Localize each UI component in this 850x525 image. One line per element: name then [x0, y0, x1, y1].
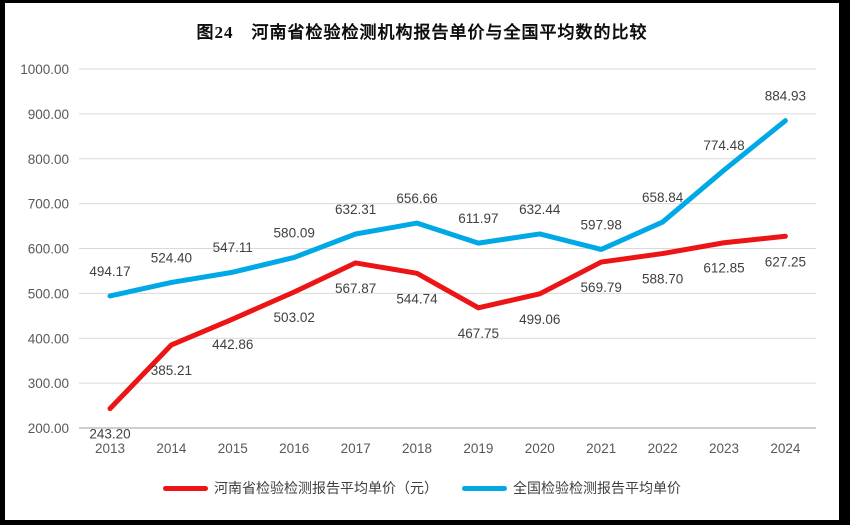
- x-tick-label: 2021: [586, 441, 616, 456]
- data-label: 774.48: [703, 138, 744, 153]
- data-label: 656.66: [396, 191, 437, 206]
- data-label: 503.02: [274, 310, 315, 325]
- x-tick-label: 2014: [156, 441, 187, 456]
- data-label: 494.17: [89, 264, 130, 279]
- legend-label-henan: 河南省检验检测报告平均单价（元）: [214, 480, 438, 496]
- y-tick-label: 200.00: [28, 421, 69, 436]
- data-label: 243.20: [89, 427, 130, 442]
- chart-legend: 河南省检验检测报告平均单价（元） 全国检验检测报告平均单价: [5, 478, 839, 498]
- y-tick-label: 300.00: [28, 376, 69, 391]
- y-tick-label: 1000.00: [20, 62, 69, 77]
- data-label: 499.06: [519, 312, 560, 327]
- x-tick-label: 2024: [770, 441, 801, 456]
- y-tick-label: 400.00: [28, 331, 69, 346]
- y-tick-label: 700.00: [28, 197, 69, 212]
- data-label: 884.93: [765, 89, 806, 104]
- data-label: 632.31: [335, 202, 376, 217]
- data-label: 658.84: [642, 190, 684, 205]
- x-tick-label: 2020: [525, 441, 555, 456]
- x-tick-label: 2017: [341, 441, 371, 456]
- data-label: 544.74: [396, 291, 438, 306]
- data-label: 597.98: [581, 217, 622, 232]
- chart-title: 图24 河南省检验检测机构报告单价与全国平均数的比较: [196, 23, 648, 42]
- x-tick-label: 2022: [648, 441, 678, 456]
- y-tick-label: 500.00: [28, 286, 69, 301]
- x-tick-label: 2016: [279, 441, 309, 456]
- data-label: 467.75: [458, 326, 499, 341]
- legend-item-national: 全国检验检测报告平均单价: [462, 478, 681, 498]
- y-tick-label: 800.00: [28, 152, 69, 167]
- x-tick-label: 2015: [218, 441, 248, 456]
- y-tick-label: 900.00: [28, 107, 69, 122]
- data-label: 632.44: [519, 202, 561, 217]
- data-label: 569.79: [581, 280, 622, 295]
- data-label: 442.86: [212, 337, 253, 352]
- x-tick-label: 2013: [95, 441, 125, 456]
- data-label: 612.85: [703, 261, 744, 276]
- y-tick-label: 600.00: [28, 242, 69, 257]
- x-tick-label: 2018: [402, 441, 432, 456]
- legend-national-line-icon: [462, 485, 507, 491]
- series-line-0: [107, 233, 788, 412]
- x-tick-label: 2019: [463, 441, 493, 456]
- data-label: 627.25: [765, 254, 806, 269]
- legend-item-henan: 河南省检验检测报告平均单价（元）: [163, 478, 438, 498]
- series-line-1: [107, 118, 788, 299]
- data-label: 524.40: [151, 250, 192, 265]
- legend-henan-line-icon: [163, 485, 208, 491]
- line-chart-canvas: 200.00 300.00 400.00 500.00 600.00 700.00 800.…: [20, 62, 816, 456]
- data-label: 385.21: [151, 363, 192, 378]
- x-tick-label: 2023: [709, 441, 739, 456]
- data-label: 567.87: [335, 281, 376, 296]
- data-label: 547.11: [213, 240, 253, 255]
- data-label: 580.09: [274, 225, 315, 240]
- data-label: 588.70: [642, 272, 683, 287]
- data-label: 611.97: [458, 211, 498, 226]
- legend-label-national: 全国检验检测报告平均单价: [513, 480, 681, 496]
